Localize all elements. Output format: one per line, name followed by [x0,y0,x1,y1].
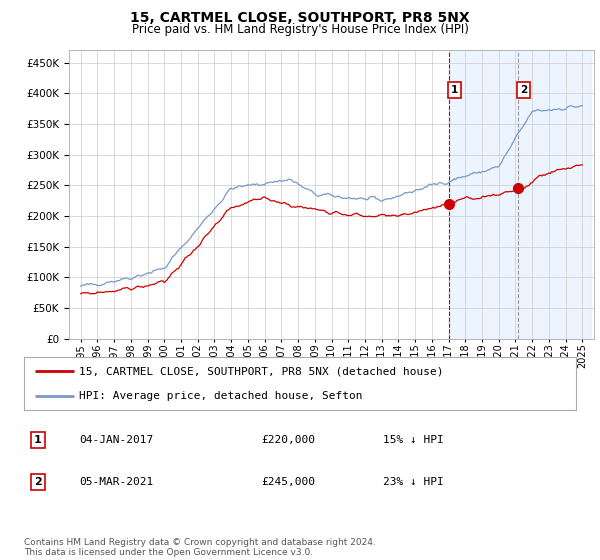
Text: 1: 1 [451,85,458,95]
Bar [449,50,590,339]
Text: 2: 2 [34,477,41,487]
Text: 15% ↓ HPI: 15% ↓ HPI [383,435,443,445]
Text: 15, CARTMEL CLOSE, SOUTHPORT, PR8 5NX (detached house): 15, CARTMEL CLOSE, SOUTHPORT, PR8 5NX (d… [79,366,444,376]
Text: 1: 1 [34,435,41,445]
Text: 15, CARTMEL CLOSE, SOUTHPORT, PR8 5NX: 15, CARTMEL CLOSE, SOUTHPORT, PR8 5NX [130,11,470,25]
Text: £245,000: £245,000 [262,477,316,487]
Text: 05-MAR-2021: 05-MAR-2021 [79,477,154,487]
Text: 23% ↓ HPI: 23% ↓ HPI [383,477,443,487]
Text: 2: 2 [520,85,527,95]
Text: Price paid vs. HM Land Registry's House Price Index (HPI): Price paid vs. HM Land Registry's House … [131,23,469,36]
Text: 04-JAN-2017: 04-JAN-2017 [79,435,154,445]
Text: Contains HM Land Registry data © Crown copyright and database right 2024.
This d: Contains HM Land Registry data © Crown c… [24,538,376,557]
Text: HPI: Average price, detached house, Sefton: HPI: Average price, detached house, Seft… [79,390,362,400]
Text: £220,000: £220,000 [262,435,316,445]
